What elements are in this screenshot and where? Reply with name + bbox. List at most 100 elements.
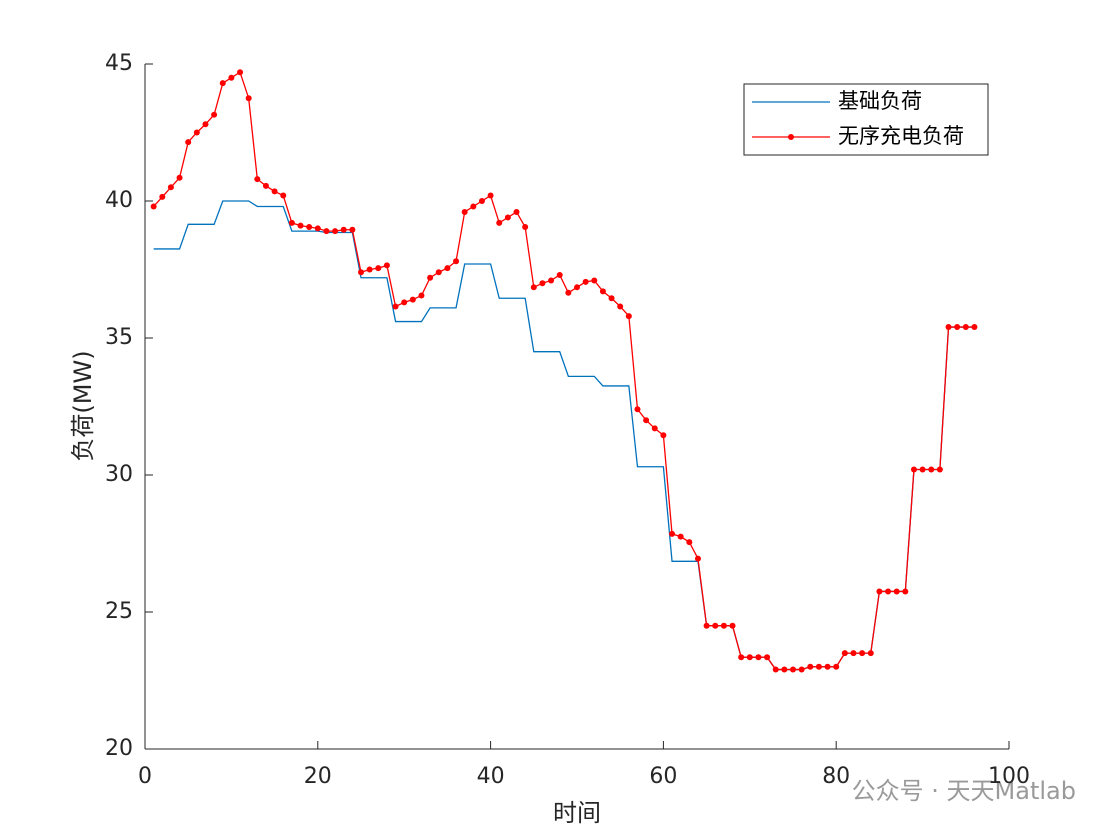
data-point — [332, 228, 339, 235]
data-point — [167, 184, 174, 191]
data-point — [565, 289, 572, 296]
data-point — [694, 555, 701, 562]
data-point — [280, 192, 287, 199]
data-point — [574, 284, 580, 291]
data-point — [599, 288, 606, 295]
data-point — [271, 188, 278, 195]
data-point — [790, 666, 796, 673]
data-point — [392, 303, 399, 310]
watermark: 公众号 · 天天Matlab — [852, 777, 1076, 805]
data-point — [159, 193, 166, 200]
legend-box — [743, 83, 989, 156]
data-point — [582, 278, 589, 285]
data-point — [366, 266, 373, 273]
data-point — [522, 224, 529, 231]
data-point — [150, 203, 157, 210]
data-point — [504, 214, 511, 221]
y-axis-label: 负荷(MW) — [69, 350, 97, 461]
x-axis-label: 时间 — [553, 799, 601, 827]
series-line — [153, 71, 975, 671]
data-point — [176, 174, 183, 181]
data-point — [660, 432, 667, 439]
x-tick-label: 100 — [988, 764, 1030, 789]
data-point — [539, 280, 546, 287]
data-point — [841, 650, 848, 657]
data-point — [254, 176, 261, 183]
data-point — [461, 208, 468, 215]
data-point — [202, 121, 209, 128]
data-point — [669, 530, 676, 537]
data-point — [591, 277, 598, 284]
data-point — [876, 588, 883, 595]
data-point — [738, 654, 745, 661]
data-point — [919, 466, 926, 473]
x-tick-label: 40 — [477, 764, 505, 789]
legend-marker — [788, 134, 794, 140]
data-point — [349, 226, 356, 233]
x-tick-label: 20 — [304, 764, 332, 789]
data-point — [453, 258, 460, 265]
data-point — [634, 406, 641, 413]
legend-label: 基础负荷 — [838, 89, 922, 113]
data-point — [764, 654, 771, 661]
data-point — [245, 95, 252, 102]
series-line — [153, 200, 975, 671]
data-point — [712, 622, 719, 629]
data-point — [478, 198, 485, 204]
data-point — [798, 666, 805, 673]
data-point — [815, 663, 822, 670]
data-point — [556, 271, 563, 278]
data-point — [383, 262, 390, 269]
data-point — [288, 219, 295, 226]
data-point — [928, 466, 935, 473]
data-point — [677, 533, 684, 540]
data-point — [962, 324, 969, 331]
data-point — [936, 466, 943, 473]
data-point — [306, 224, 313, 231]
data-point — [513, 208, 520, 215]
data-point — [211, 111, 218, 118]
data-point — [807, 663, 814, 670]
data-point — [262, 182, 269, 189]
y-tick-label: 30 — [105, 462, 133, 487]
data-point — [859, 650, 866, 657]
y-tick-label: 40 — [105, 188, 133, 213]
data-point — [418, 292, 425, 299]
data-point — [358, 269, 364, 276]
data-point — [910, 466, 917, 473]
x-tick-label: 60 — [649, 764, 677, 789]
data-point — [297, 222, 304, 229]
data-point — [487, 192, 494, 199]
data-point — [496, 219, 503, 226]
data-point — [237, 69, 244, 76]
data-point — [686, 539, 693, 546]
data-point — [530, 284, 537, 291]
y-tick-label: 20 — [105, 736, 133, 761]
legend-label: 无序充电负荷 — [838, 124, 964, 148]
data-point — [340, 226, 347, 233]
data-point — [971, 324, 978, 331]
data-point — [185, 139, 192, 146]
data-point — [729, 622, 736, 629]
data-point — [617, 303, 624, 310]
data-point — [193, 129, 200, 136]
data-point — [902, 588, 909, 595]
data-point — [850, 650, 857, 657]
y-tick-label: 45 — [105, 51, 133, 76]
data-point — [954, 324, 961, 331]
data-point — [401, 299, 408, 306]
data-point — [703, 622, 710, 629]
data-point — [746, 654, 753, 661]
x-tick-label: 0 — [138, 764, 152, 789]
data-point — [470, 203, 477, 210]
data-point — [314, 225, 321, 232]
data-point — [375, 265, 382, 272]
data-point — [885, 588, 892, 595]
data-point — [772, 666, 779, 673]
data-point — [824, 663, 831, 670]
data-point — [608, 295, 615, 302]
data-point — [219, 80, 226, 87]
data-point — [755, 654, 762, 661]
y-tick-label: 35 — [105, 325, 133, 350]
